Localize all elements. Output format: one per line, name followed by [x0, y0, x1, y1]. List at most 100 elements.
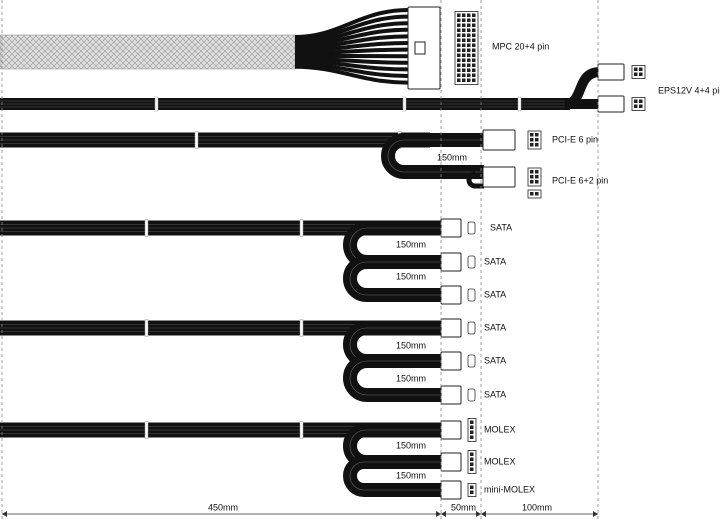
connector-face: [527, 130, 542, 150]
connector: [597, 63, 625, 81]
connector-label: PCI-E 6 pin: [552, 134, 598, 144]
pin: [472, 33, 476, 37]
pin: [467, 68, 471, 72]
pin: [462, 73, 466, 77]
pin: [470, 485, 474, 489]
connector-face: [467, 288, 476, 302]
connector-face: [631, 97, 646, 111]
cable-loop-gap: [387, 139, 484, 173]
connector-label: MPC 20+4 pin: [492, 41, 549, 51]
loop-label-bg: [400, 150, 452, 162]
connector-label: SATA: [490, 222, 512, 232]
loop-label-bg: [363, 372, 415, 384]
pin: [472, 78, 476, 82]
pin: [530, 143, 534, 147]
wire: [294, 47, 409, 56]
pin: [530, 170, 534, 174]
cable-tie: [144, 219, 149, 237]
connector: [482, 129, 516, 151]
connector-face: [467, 354, 476, 368]
pin: [467, 13, 471, 17]
cable-tie: [299, 421, 304, 439]
connector: [440, 285, 462, 305]
connector: [440, 318, 462, 338]
pin: [467, 38, 471, 42]
pin: [462, 38, 466, 42]
connector-label: SATA: [484, 322, 506, 332]
cable-tie: [194, 131, 199, 149]
pin: [634, 67, 638, 71]
loop-length: 150mm: [396, 271, 426, 281]
pin: [535, 133, 539, 137]
cable-tie: [144, 421, 149, 439]
connector-face: [467, 221, 476, 235]
loop-label-bg: [362, 440, 414, 452]
connector: [440, 480, 462, 500]
loop-length: 150mm: [396, 239, 426, 249]
connector-face: [467, 321, 476, 335]
pin: [472, 73, 476, 77]
connector: [597, 95, 625, 113]
pin: [535, 143, 539, 147]
cable-loop-gap: [349, 461, 442, 491]
connector-face: [467, 483, 477, 497]
pin: [530, 175, 534, 179]
loop-label-bg: [363, 239, 415, 251]
loop-label-bg: [360, 470, 412, 482]
pin: [457, 28, 461, 32]
connector-label: SATA: [484, 355, 506, 365]
pin: [634, 72, 638, 76]
pin: [472, 18, 476, 22]
wire: [294, 27, 409, 48]
connector-face: [631, 65, 646, 79]
pin: [470, 490, 474, 494]
loop-label-bg: [362, 338, 415, 351]
pin: [535, 192, 539, 196]
pin: [457, 43, 461, 47]
pin: [639, 99, 643, 103]
pin: [467, 63, 471, 67]
pin: [467, 18, 471, 22]
loop-length: 150mm: [396, 340, 426, 350]
pin: [462, 48, 466, 52]
pin: [457, 53, 461, 57]
connector-face: [527, 189, 542, 199]
connector-label: mini-MOLEX: [484, 484, 535, 494]
pin: [467, 78, 471, 82]
pin: [467, 48, 471, 52]
pin: [467, 33, 471, 37]
wire: [294, 34, 409, 50]
pin: [467, 43, 471, 47]
connector-face: [527, 167, 542, 187]
connector-label: SATA: [484, 289, 506, 299]
pin: [535, 180, 539, 184]
cable-loop: [466, 171, 484, 189]
pin: [639, 67, 643, 71]
connector: [440, 252, 462, 272]
loop-length: 150mm: [396, 470, 426, 480]
dimension-label: 100mm: [522, 502, 552, 512]
loop-label-bg: [362, 272, 415, 285]
pin: [470, 430, 474, 434]
connector-label: SATA: [484, 256, 506, 266]
cable-loop-gap: [349, 261, 442, 296]
pin: [467, 23, 471, 27]
pin: [472, 43, 476, 47]
dimension-label: 50mm: [451, 502, 476, 512]
pin: [462, 28, 466, 32]
pin: [457, 38, 461, 42]
pin: [457, 13, 461, 17]
connector-face: [467, 388, 476, 402]
loop-length: 150mm: [437, 152, 467, 162]
pin: [467, 73, 471, 77]
pin: [639, 104, 643, 108]
pin: [470, 467, 474, 471]
pin: [457, 63, 461, 67]
pin: [535, 138, 539, 142]
pin: [457, 33, 461, 37]
pin: [470, 452, 474, 456]
pin: [472, 68, 476, 72]
pin: [470, 457, 474, 461]
cable-tie: [402, 96, 407, 112]
